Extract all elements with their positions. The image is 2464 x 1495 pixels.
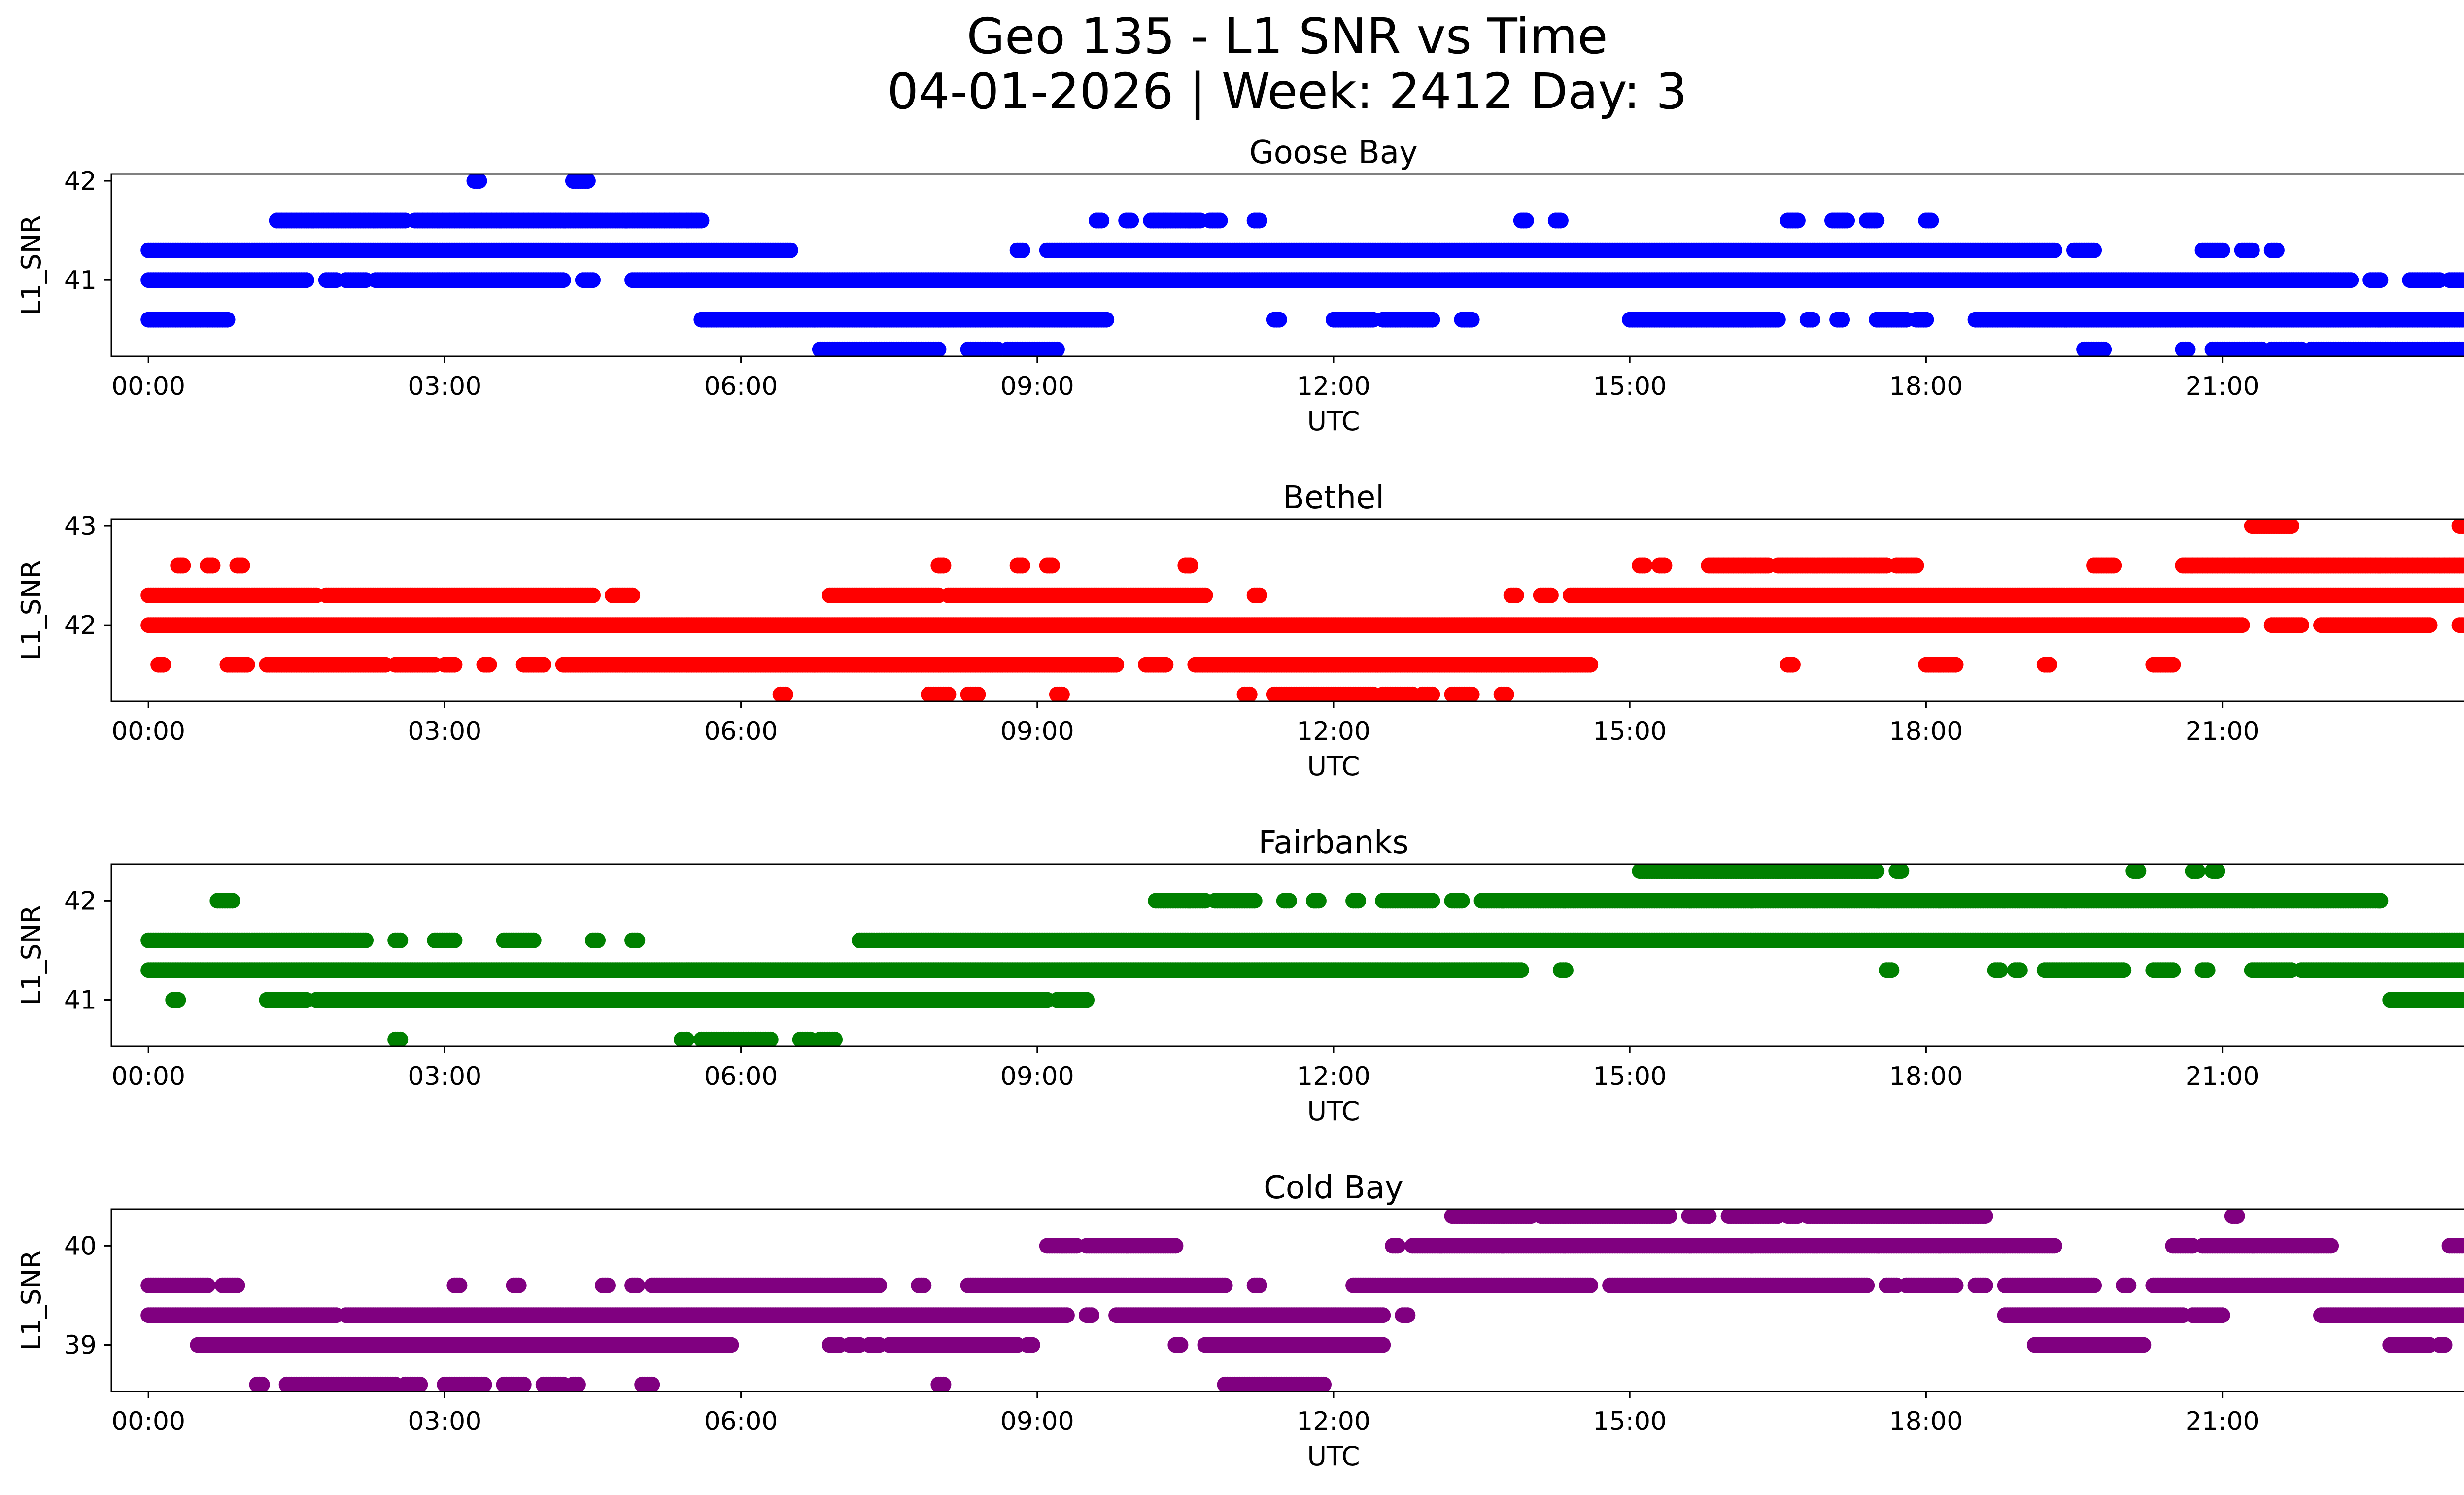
data-point [535, 657, 551, 673]
data-point [298, 272, 314, 288]
data-point [2422, 617, 2438, 633]
data-point [205, 557, 221, 574]
data-point [580, 174, 596, 189]
data-point [624, 587, 641, 603]
data-point [2244, 242, 2260, 258]
data-point [2461, 559, 2464, 572]
data-point [1834, 312, 1850, 328]
figure-title-line-1: Geo 135 - L1 SNR vs Time [967, 7, 1608, 65]
bethel-title: Bethel [1283, 480, 1384, 516]
data-point [1839, 212, 1855, 229]
data-point [481, 657, 497, 673]
data-point [1014, 557, 1030, 574]
x-tick-label: 18:00 [1889, 372, 1963, 401]
data-point [782, 242, 798, 258]
x-tick-label: 15:00 [1593, 372, 1667, 401]
goose-bay-scatter-points [140, 174, 2464, 356]
data-point [1251, 212, 1267, 229]
data-point [2461, 313, 2464, 326]
x-tick-label: 21:00 [2186, 372, 2259, 401]
data-point [2096, 341, 2112, 356]
data-point [1464, 312, 1480, 328]
data-point [1044, 557, 1060, 574]
data-point [1158, 657, 1174, 673]
figure-title-line-2: 04-01-2026 | Week: 2412 Day: 3 [887, 63, 1687, 120]
data-point [219, 312, 236, 328]
data-point [2106, 557, 2122, 574]
data-point [693, 212, 710, 229]
x-tick-label: 09:00 [1000, 372, 1074, 401]
data-point [471, 174, 487, 189]
data-point [935, 557, 952, 574]
data-point [2461, 589, 2464, 601]
data-point [2461, 520, 2464, 532]
data-point [239, 657, 255, 673]
data-point [2268, 242, 2285, 258]
data-point [1182, 557, 1198, 574]
bethel-scatter-points [140, 519, 2464, 701]
data-point [1518, 212, 1534, 229]
data-point [2180, 341, 2196, 356]
data-point [2461, 343, 2464, 355]
data-point [1508, 587, 1524, 603]
data-point [1637, 557, 1653, 574]
data-point [155, 657, 171, 673]
goose-bay-panel: Goose Bay 00:00 03:00 06:00 09:00 12:00 15:00 1… [16, 135, 2464, 437]
data-point [1271, 312, 1287, 328]
data-point [930, 341, 947, 356]
data-point [1197, 587, 1213, 603]
x-tick-label: 00:00 [111, 372, 185, 401]
data-point [2372, 272, 2389, 288]
x-tick-label: 03:00 [408, 372, 481, 401]
data-point [1424, 312, 1440, 328]
data-point [1805, 312, 1820, 328]
data-point [1789, 212, 1806, 229]
goose-bay-y-axis-label: L1_SNR [16, 215, 47, 315]
x-tick-label: 06:00 [704, 372, 778, 401]
data-point [1552, 212, 1569, 229]
data-point [1108, 657, 1125, 673]
data-point [1123, 212, 1139, 229]
data-point [1918, 312, 1934, 328]
goose-bay-title: Goose Bay [1249, 135, 1418, 171]
data-point [2214, 242, 2230, 258]
data-point [555, 272, 571, 288]
data-point [1770, 312, 1786, 328]
data-point [1908, 557, 1924, 574]
data-point [2086, 242, 2102, 258]
data-point [234, 557, 250, 574]
data-point [1212, 212, 1228, 229]
data-point [1098, 312, 1115, 328]
data-point [175, 557, 191, 574]
data-point [1542, 587, 1559, 603]
data-point [1923, 212, 1939, 229]
data-point [1251, 587, 1267, 603]
x-tick-label: 12:00 [1297, 372, 1370, 401]
data-point [2293, 617, 2309, 633]
y-tick-label: 41 [64, 266, 97, 295]
data-point [1049, 341, 1065, 356]
y-tick-label: 42 [64, 167, 97, 196]
data-point [585, 587, 601, 603]
data-point [2461, 274, 2464, 286]
data-point [585, 272, 601, 288]
data-point [2283, 519, 2299, 534]
data-point [2456, 617, 2464, 633]
data-point [1014, 242, 1030, 258]
data-point [1094, 212, 1110, 229]
data-point [2046, 242, 2062, 258]
data-point [2234, 617, 2250, 633]
goose-bay-x-axis-label: UTC [1307, 406, 1360, 437]
data-point [2343, 272, 2359, 288]
data-point [1656, 557, 1673, 574]
data-point [1869, 212, 1885, 229]
data-point [446, 657, 463, 673]
